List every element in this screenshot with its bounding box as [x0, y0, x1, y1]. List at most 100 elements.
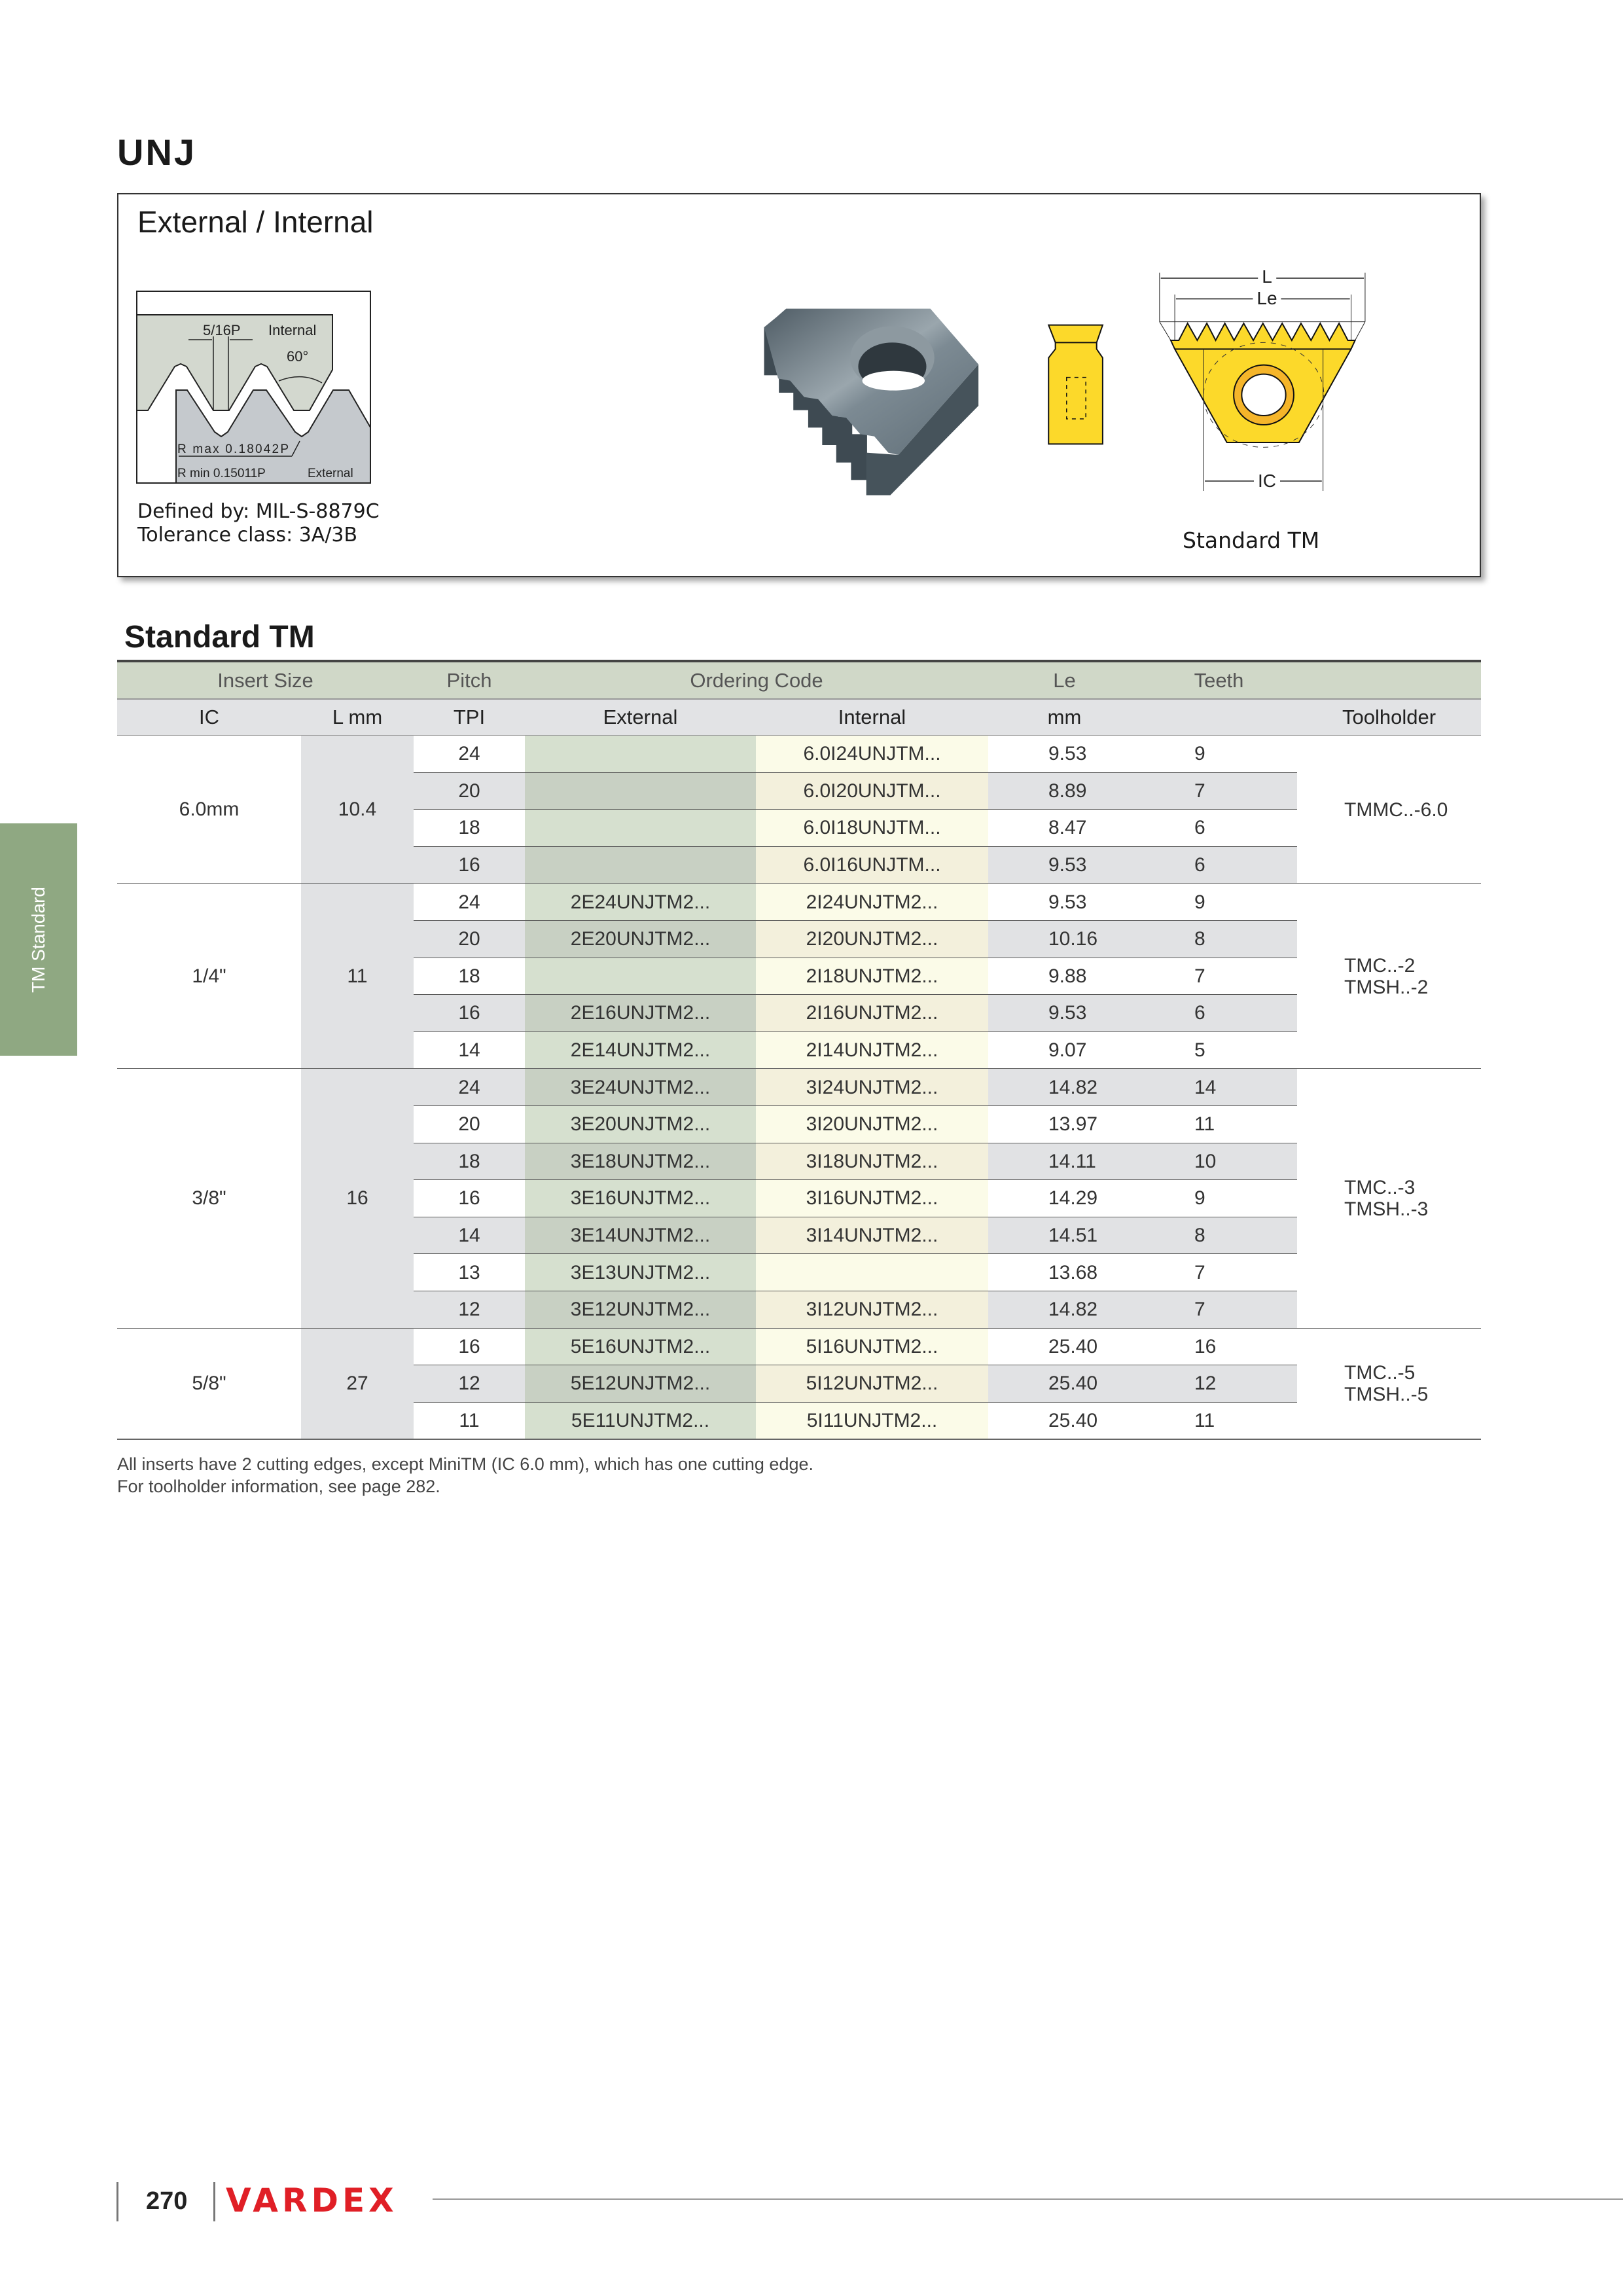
- external-cell-text: 5E16UNJTM2...: [570, 1335, 711, 1357]
- side-tab[interactable]: TM Standard: [0, 823, 77, 1056]
- le-cell: 9.88: [988, 958, 1141, 996]
- tpi-cell-text: 16: [458, 1335, 480, 1357]
- side-tab-label: TM Standard: [28, 886, 48, 993]
- l-mm-cell-text: 16: [346, 1187, 368, 1210]
- header-row-2: [117, 699, 1481, 736]
- tpi-cell-text: 18: [458, 965, 480, 987]
- l-mm-cell: 11: [301, 884, 414, 1069]
- teeth-cell-text: 10: [1194, 1150, 1217, 1172]
- angle-arc-icon: [278, 376, 323, 384]
- tpi-cell: 18: [414, 958, 525, 996]
- external-cell: [525, 772, 756, 810]
- column-group-header: Teeth: [1141, 662, 1297, 699]
- page-number: 270: [146, 2187, 188, 2215]
- tpi-cell: 16: [414, 1328, 525, 1366]
- tpi-cell: 13: [414, 1254, 525, 1291]
- internal-cell-text: 2I24UNJTM2...: [806, 891, 938, 913]
- pitch-fraction-label: 5/16P: [203, 322, 241, 338]
- teeth-cell: 14: [1141, 1069, 1297, 1106]
- tpi-cell: 20: [414, 921, 525, 958]
- internal-cell-text: 3I18UNJTM2...: [806, 1150, 938, 1172]
- le-cell-text: 25.40: [1048, 1335, 1098, 1357]
- column-header-text: IC: [199, 706, 219, 728]
- column-header-text: L mm: [332, 706, 383, 728]
- page-title: UNJ: [117, 132, 197, 173]
- le-cell-text: 9.53: [1048, 854, 1087, 876]
- column-header-text: Internal: [838, 706, 906, 728]
- le-cell: 14.82: [988, 1291, 1141, 1329]
- internal-cell: 3I20UNJTM2...: [756, 1106, 988, 1143]
- tpi-cell-text: 16: [458, 1187, 480, 1210]
- le-cell-text: 14.82: [1048, 1299, 1098, 1321]
- external-cell: 2E24UNJTM2...: [525, 884, 756, 921]
- teeth-cell-text: 14: [1194, 1076, 1217, 1098]
- tolerance-class: Tolerance class: 3A/3B: [137, 524, 358, 547]
- group-divider: [117, 1439, 1481, 1441]
- column-group-header: Insert Size: [117, 662, 414, 699]
- internal-cell-text: 2I16UNJTM2...: [806, 1002, 938, 1024]
- toolholder-cell: TMC..-5 TMSH..-5: [1297, 1328, 1481, 1440]
- tpi-cell: 18: [414, 1143, 525, 1181]
- column-header-text: Toolholder: [1342, 706, 1436, 728]
- internal-cell: 3I18UNJTM2...: [756, 1143, 988, 1181]
- column-header: mm: [988, 699, 1141, 736]
- tpi-cell-text: 24: [458, 1076, 480, 1098]
- external-cell: 3E14UNJTM2...: [525, 1217, 756, 1255]
- external-cell-text: 3E16UNJTM2...: [570, 1187, 711, 1210]
- ic-cell: 6.0mm: [117, 736, 301, 884]
- thread-profile-diagram: 5/16P Internal 60° R max 0.18042P R min …: [136, 291, 371, 484]
- r-min-label: R min 0.15011P: [177, 467, 266, 480]
- ic-cell: 3/8": [117, 1069, 301, 1329]
- l-mm-cell: 10.4: [301, 736, 414, 884]
- ic-cell: 1/4": [117, 884, 301, 1069]
- external-cell: 5E16UNJTM2...: [525, 1328, 756, 1366]
- le-cell: 9.53: [988, 736, 1141, 773]
- internal-cell-text: 3I20UNJTM2...: [806, 1113, 938, 1136]
- tpi-cell-text: 16: [458, 1002, 480, 1024]
- footnote: All inserts have 2 cutting edges, except…: [117, 1454, 813, 1474]
- teeth-cell-text: 11: [1194, 1410, 1215, 1432]
- external-cell: [525, 846, 756, 884]
- teeth-cell: 11: [1141, 1402, 1297, 1440]
- le-cell-text: 14.29: [1048, 1187, 1098, 1210]
- external-cell-text: 5E12UNJTM2...: [570, 1372, 711, 1395]
- le-cell-text: 25.40: [1048, 1372, 1098, 1395]
- external-cell: 3E24UNJTM2...: [525, 1069, 756, 1106]
- toolholder-name: TMMC..-6.0: [1344, 798, 1448, 821]
- teeth-cell-text: 5: [1194, 1039, 1205, 1062]
- internal-label: Internal: [268, 322, 316, 338]
- dimension-le-label: Le: [1253, 288, 1281, 309]
- internal-cell-text: 3I12UNJTM2...: [806, 1299, 938, 1321]
- le-cell-text: 8.89: [1048, 780, 1087, 802]
- footnote: For toolholder information, see page 282…: [117, 1477, 440, 1496]
- teeth-cell-text: 7: [1194, 1261, 1205, 1283]
- tpi-cell: 24: [414, 1069, 525, 1106]
- teeth-cell-text: 11: [1194, 1113, 1215, 1136]
- tpi-cell: 14: [414, 1031, 525, 1069]
- le-cell-text: 25.40: [1048, 1410, 1098, 1432]
- internal-cell: 5I16UNJTM2...: [756, 1328, 988, 1366]
- le-cell-text: 9.88: [1048, 965, 1087, 987]
- teeth-cell: 9: [1141, 736, 1297, 773]
- le-cell: 9.53: [988, 846, 1141, 884]
- column-header: TPI: [414, 699, 525, 736]
- external-cell: 3E12UNJTM2...: [525, 1291, 756, 1329]
- angle-label: 60°: [287, 348, 308, 365]
- tpi-cell-text: 11: [459, 1410, 480, 1432]
- internal-cell: 2I18UNJTM2...: [756, 958, 988, 996]
- external-cell: 3E20UNJTM2...: [525, 1106, 756, 1143]
- tpi-cell: 11: [414, 1402, 525, 1440]
- external-label: External: [308, 467, 353, 480]
- internal-cell: 3I16UNJTM2...: [756, 1180, 988, 1217]
- tpi-cell-text: 24: [458, 891, 480, 913]
- toolholder-cell: TMC..-3 TMSH..-3: [1297, 1069, 1481, 1329]
- teeth-cell-text: 16: [1194, 1335, 1217, 1357]
- le-cell: 13.97: [988, 1106, 1141, 1143]
- column-group-header-text: Teeth: [1194, 669, 1244, 692]
- info-box-title: External / Internal: [137, 205, 374, 239]
- le-cell-text: 8.47: [1048, 817, 1087, 839]
- internal-cell-text: 2I18UNJTM2...: [806, 965, 938, 987]
- insert-illustration: [764, 255, 1374, 495]
- external-cell-text: 2E14UNJTM2...: [570, 1039, 711, 1062]
- internal-cell-text: 6.0I16UNJTM...: [803, 854, 941, 876]
